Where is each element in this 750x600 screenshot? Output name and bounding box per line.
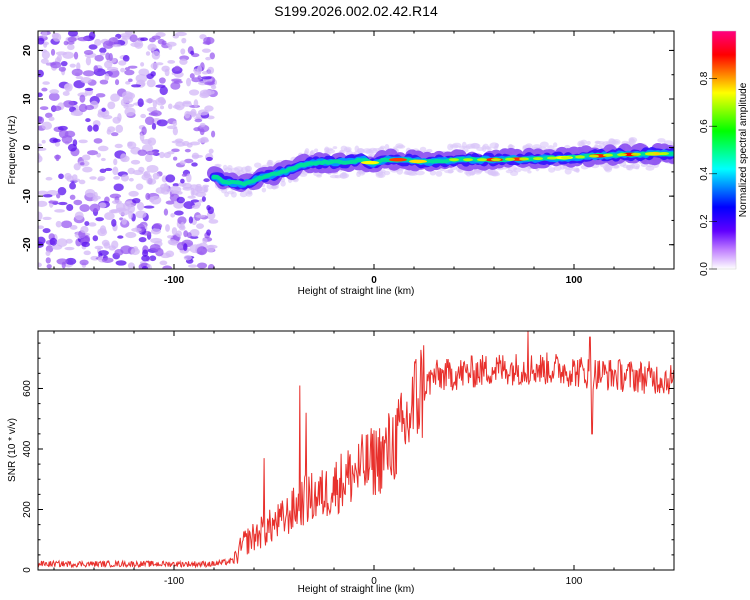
colorbar-ticks: 0.0 0.2 0.4 0.6 0.8: [699, 71, 717, 276]
spectrogram-frame: [37, 30, 675, 270]
spectrogram-heatmap: [38, 31, 674, 269]
colorbar-tick-label: 0.2: [699, 214, 710, 228]
snr-x-tick-label: 0: [371, 576, 377, 587]
colorbar-label: Normalized spectral amplitude: [738, 82, 749, 217]
spectrogram-x-tick-label: 100: [566, 275, 583, 286]
snr-y-ticks: 0 200 400 600: [22, 342, 674, 573]
colorbar: [712, 31, 736, 269]
colorbar-tick-label: 0.8: [699, 71, 710, 85]
spectrogram-x-tick-label: 0: [371, 275, 377, 286]
spectrogram-x-label: Height of straight line (km): [298, 286, 415, 297]
spectrogram-y-tick-label: -20: [22, 237, 33, 252]
snr-y-tick-label: 200: [22, 501, 33, 518]
snr-x-tick-label: -100: [164, 576, 184, 587]
snr-frame: [37, 330, 675, 571]
snr-y-tick-label: 600: [22, 380, 33, 397]
spectrogram-y-ticks: 20 10 0 -10 -20: [22, 44, 674, 270]
spectrogram-y-tick-label: 0: [22, 144, 33, 150]
spectrogram-y-label: Frequency (Hz): [7, 116, 18, 185]
colorbar-tick-label: 0.6: [699, 119, 710, 133]
snr-x-ticks: -100 0 100: [53, 331, 655, 587]
figure-title: S199.2026.002.02.42.R14: [274, 3, 438, 19]
snr-panel: -100 0 100 0 200 400 600 Height of straight l…: [7, 330, 675, 595]
colorbar-tick-label: 0.4: [699, 166, 710, 180]
snr-y-tick-label: 0: [22, 567, 33, 573]
snr-y-tick-label: 400: [22, 440, 33, 457]
spectrogram-y-tick-label: 10: [22, 93, 33, 105]
snr-y-label: SNR (10 * v/v): [7, 418, 18, 482]
snr-series-line: [38, 331, 674, 569]
snr-x-label: Height of straight line (km): [298, 584, 415, 595]
spectrogram-x-tick-label: -100: [164, 275, 184, 286]
spectrogram-y-tick-label: -10: [22, 188, 33, 203]
snr-x-tick-label: 100: [566, 576, 583, 587]
spectrogram-y-tick-label: 20: [22, 44, 33, 56]
colorbar-tick-label: 0.0: [699, 262, 710, 276]
colorbar-frame: [711, 30, 737, 270]
spectrogram-x-ticks: -100 0 100: [53, 31, 655, 286]
